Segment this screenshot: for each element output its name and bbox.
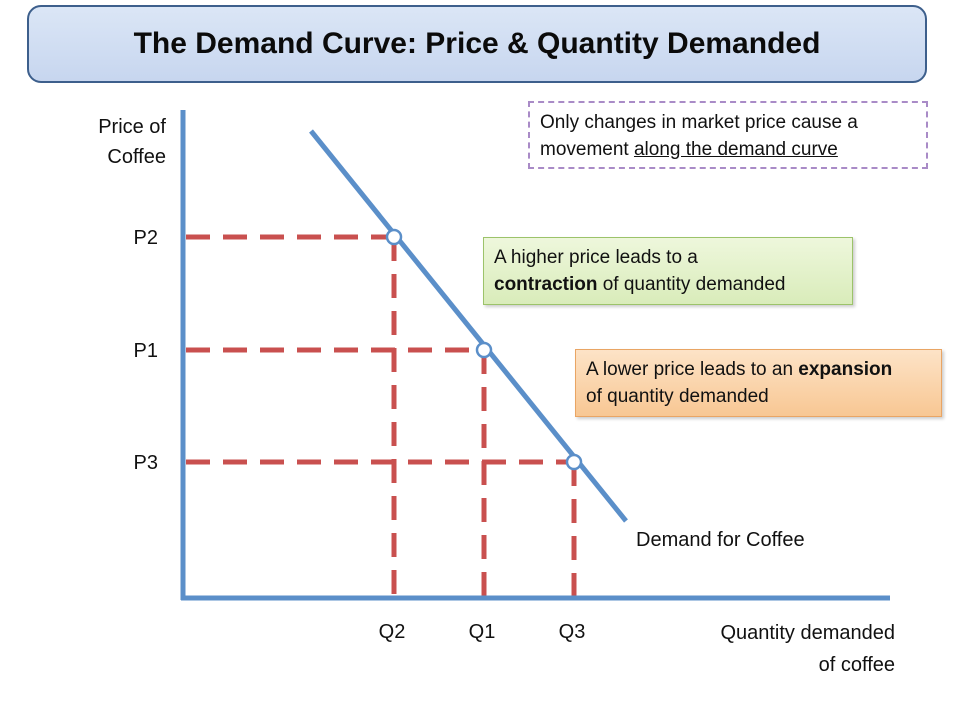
note-line2: movement along the demand curve [540, 136, 916, 163]
price-label-p2: P2 [134, 227, 158, 249]
movement-note: Only changes in market price cause a mov… [528, 101, 928, 169]
quantity-label-q3: Q3 [559, 621, 586, 643]
quantity-label-q1: Q1 [469, 621, 496, 643]
x-axis-label-line2: of coffee [819, 654, 895, 676]
dashed-guides [186, 234, 577, 597]
page-title: The Demand Curve: Price & Quantity Deman… [133, 27, 821, 60]
expansion-callout: A lower price leads to an expansion of q… [575, 349, 942, 417]
expansion-bold: expansion [798, 359, 893, 380]
y-axis-label-line1: Price of [98, 116, 166, 138]
point-p2-q2 [385, 228, 403, 246]
y-axis-label-line2: Coffee [107, 146, 166, 168]
demand-curve-label: Demand for Coffee [636, 529, 805, 551]
expansion-line1: A lower price leads to an expansion [586, 356, 931, 383]
point-p1-q1 [475, 341, 493, 359]
x-axis-label-line1: Quantity demanded [720, 622, 895, 644]
title-banner: The Demand Curve: Price & Quantity Deman… [27, 5, 927, 83]
expansion-line2: of quantity demanded [586, 386, 769, 407]
contraction-callout: A higher price leads to a contraction of… [483, 237, 853, 305]
contraction-line1: A higher price leads to a [494, 247, 698, 268]
contraction-rest: of quantity demanded [597, 274, 786, 295]
contraction-line2: contraction of quantity demanded [494, 271, 842, 298]
note-line2-text: movement [540, 139, 634, 160]
point-p3-q3 [565, 453, 583, 471]
note-line1: Only changes in market price cause a [540, 112, 858, 133]
price-label-p3: P3 [134, 452, 158, 474]
note-underlined-text: along the demand curve [633, 139, 838, 160]
contraction-bold: contraction [494, 274, 598, 295]
expansion-line1-text: A lower price leads to an [586, 359, 799, 380]
quantity-label-q2: Q2 [379, 621, 406, 643]
price-label-p1: P1 [134, 340, 158, 362]
